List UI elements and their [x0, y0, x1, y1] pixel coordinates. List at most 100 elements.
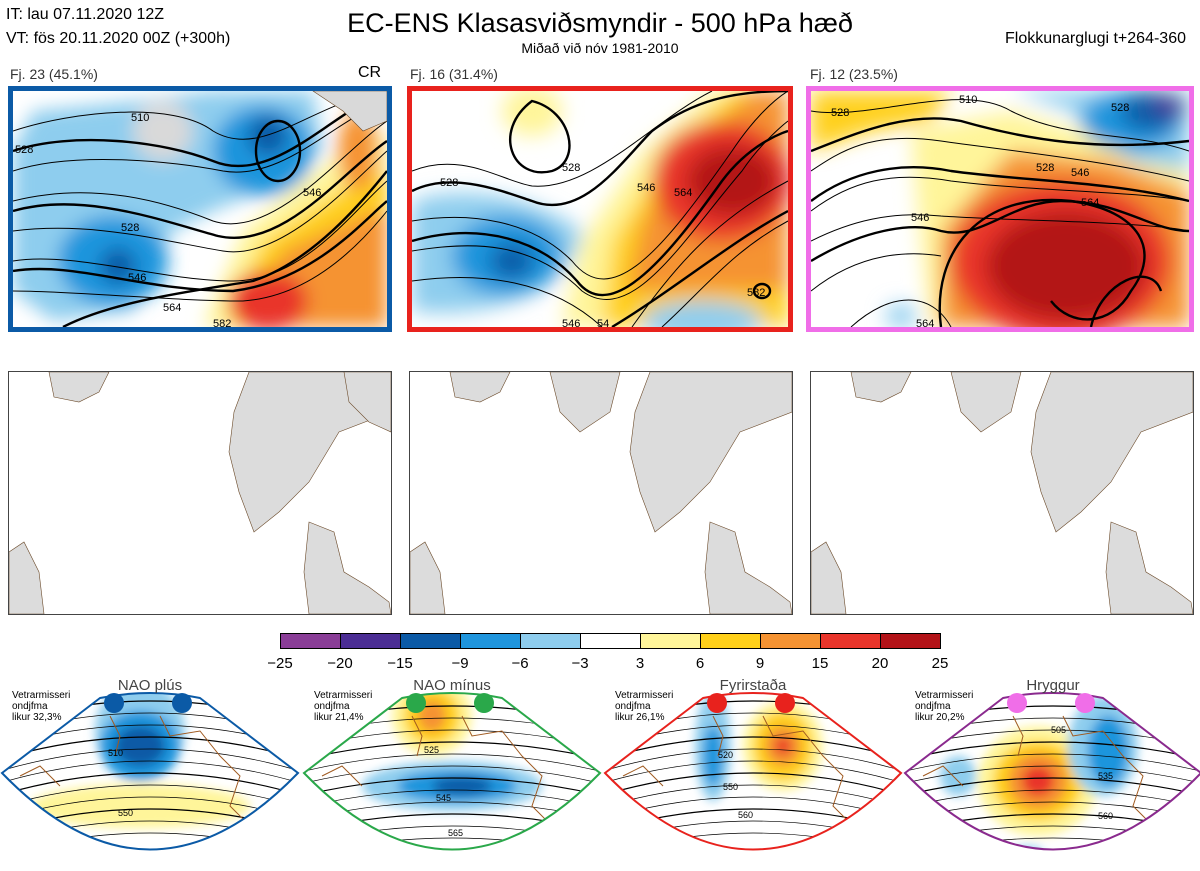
contour-label: 528 — [1111, 102, 1129, 114]
regime-panel: 505 535 560 Hryggur Vetrarmisseri ondjfma liku… — [903, 676, 1200, 871]
colorbar-tick-label: −3 — [571, 655, 589, 672]
regime-probability-line: likur 20,2% — [915, 712, 965, 723]
regime-probability-line: Vetrarmisseri — [12, 690, 71, 701]
regime-contour-label: 560 — [738, 810, 753, 820]
regime-contour-label: 525 — [424, 745, 439, 755]
contour-label: 546 — [128, 272, 146, 284]
colorbar-tick-label: −15 — [387, 655, 413, 672]
contour-label: 546 — [303, 187, 321, 199]
contour-label: 564 — [916, 318, 934, 327]
colorbar-swatch — [700, 633, 761, 649]
regime-probability-line: ondjfma — [915, 701, 951, 712]
regime-probability-line: likur 26,1% — [615, 712, 665, 723]
cluster-1-map: 510 528 528 546 546 564 582 — [8, 86, 392, 332]
clustering-window: Flokkunarglugi t+264-360 — [1004, 30, 1186, 47]
regime-probability-line: likur 21,4% — [314, 712, 364, 723]
regime-probability-line: ondjfma — [12, 701, 48, 712]
regime-contour-label: 565 — [448, 828, 463, 838]
regime-panel: 525 545 565 NAO mínus Vetrarmisseri ondjfma li… — [302, 676, 602, 871]
regime-map: 520 550 560 — [603, 692, 903, 851]
cluster-1-label: Fj. 23 (45.1%) — [10, 66, 98, 82]
cluster-1-tag: CR — [358, 64, 382, 81]
regime-probability-line: Vetrarmisseri — [915, 690, 974, 701]
colorbar-tick-label: 6 — [695, 655, 705, 672]
regime-probability-line: Vetrarmisseri — [314, 690, 373, 701]
regime-title: Fyrirstaða — [719, 677, 787, 694]
colorbar-swatch — [520, 633, 581, 649]
colorbar-tick-label: 15 — [811, 655, 829, 672]
contour-label: 582 — [213, 318, 231, 327]
regime-map: 505 535 560 — [903, 692, 1200, 851]
colorbar-swatch — [640, 633, 701, 649]
regime-probability: Vetrarmisseri ondjfma likur 32,3% — [12, 690, 70, 723]
regime-marker-dot — [707, 693, 727, 713]
regime-contour-label: 545 — [436, 793, 451, 803]
contour-label: 546 — [1071, 167, 1089, 179]
colorbar-swatch — [580, 633, 641, 649]
page-subtitle: Miðað við nóv 1981-2010 — [521, 40, 679, 56]
contour-label: 528 — [562, 162, 580, 174]
regime-contour-label: 510 — [108, 748, 123, 758]
regime-contour-label: 560 — [1098, 811, 1113, 821]
colorbar-swatch — [880, 633, 941, 649]
regime-contour-label: 550 — [723, 782, 738, 792]
page-title: EC-ENS Klasasviðsmyndir - 500 hPa hæð — [347, 8, 853, 38]
regime-map: 510 550 — [0, 692, 300, 851]
regime-probability-line: likur 32,3% — [12, 712, 62, 723]
contour-label: 528 — [831, 107, 849, 119]
empty-map-2 — [409, 371, 793, 615]
contour-label: 528 — [121, 222, 139, 234]
colorbar-tick-label: −25 — [267, 655, 293, 672]
contour-label: 582 — [747, 287, 765, 299]
cluster-2-label: Fj. 16 (31.4%) — [410, 66, 498, 82]
contour-label: 528 — [1036, 162, 1054, 174]
contour-label: 546 — [562, 318, 580, 327]
contour-label: 564 — [674, 187, 692, 199]
regime-contour-label: 505 — [1051, 725, 1066, 735]
cluster-3-label: Fj. 12 (23.5%) — [810, 66, 898, 82]
regime-marker-dot — [1075, 693, 1095, 713]
valid-time: VT: fös 20.11.2020 00Z (+300h) — [6, 30, 231, 47]
regime-marker-dot — [474, 693, 494, 713]
regime-probability: Vetrarmisseri ondjfma likur 21,4% — [314, 690, 372, 723]
colorbar-tick-label: 3 — [635, 655, 645, 672]
contour-label: 546 — [911, 212, 929, 224]
regime-title: NAO mínus — [413, 677, 491, 694]
cluster-2-map: 528 528 546 564 546 54 582 — [407, 86, 793, 332]
cluster-3-map: 510 528 528 546 546 564 564 528 — [806, 86, 1194, 332]
colorbar-tick-label: 20 — [871, 655, 889, 672]
colorbar-tick-label: 25 — [931, 655, 949, 672]
contour-label: 510 — [959, 94, 977, 106]
regime-marker-dot — [406, 693, 426, 713]
contour-label: 564 — [1081, 197, 1099, 209]
colorbar-tick-label: −20 — [327, 655, 353, 672]
contour-label: 528 — [15, 144, 33, 156]
empty-map-3 — [810, 371, 1194, 615]
regime-contour-label: 535 — [1098, 771, 1113, 781]
contour-label: 54 — [597, 318, 609, 327]
colorbar-swatch — [760, 633, 821, 649]
initial-time: IT: lau 07.11.2020 12Z — [6, 6, 165, 23]
colorbar-swatch — [280, 633, 341, 649]
regime-probability-line: ondjfma — [314, 701, 350, 712]
regime-marker-dot — [172, 693, 192, 713]
regime-marker-dot — [104, 693, 124, 713]
contour-label: 510 — [131, 112, 149, 124]
regime-probability-line: Vetrarmisseri — [615, 690, 674, 701]
colorbar-swatch — [340, 633, 401, 649]
regime-panel: 510 550 NAO plús Vetrarmisseri ondjfma likur … — [0, 676, 300, 871]
contour-label: 528 — [440, 177, 458, 189]
empty-map-1 — [8, 371, 392, 615]
regime-title: Hryggur — [1026, 677, 1080, 694]
colorbar-tick-label: 9 — [755, 655, 765, 672]
regime-probability: Vetrarmisseri ondjfma likur 26,1% — [615, 690, 673, 723]
regime-map: 525 545 565 — [302, 692, 602, 851]
colorbar-tick-label: −9 — [451, 655, 469, 672]
regime-contour-label: 550 — [118, 808, 133, 818]
regime-marker-dot — [1007, 693, 1027, 713]
contour-label: 564 — [163, 302, 181, 314]
colorbar-swatch — [460, 633, 521, 649]
regime-probability: Vetrarmisseri ondjfma likur 20,2% — [915, 690, 973, 723]
colorbar-swatch — [820, 633, 881, 649]
regime-marker-dot — [775, 693, 795, 713]
